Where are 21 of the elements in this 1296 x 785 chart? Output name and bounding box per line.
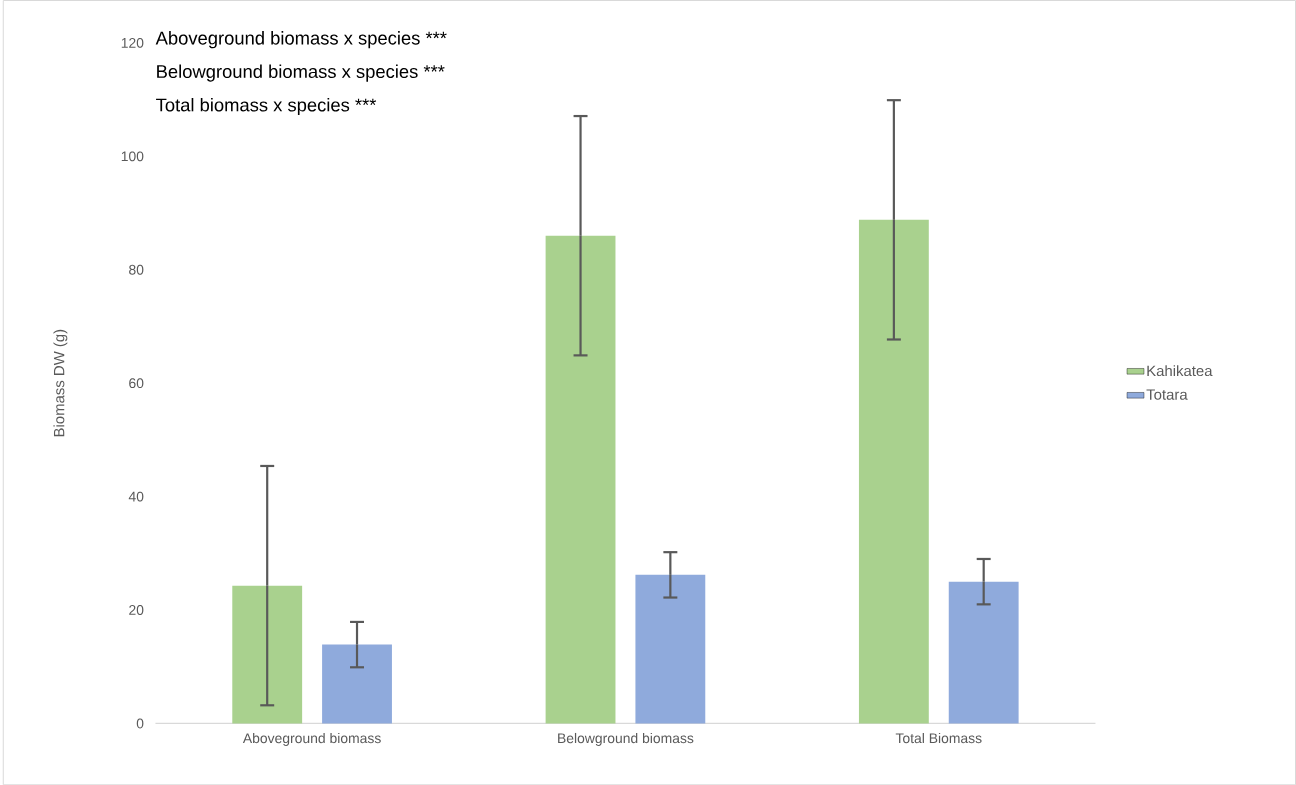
annotation: Belowground biomass x species *** — [157, 64, 445, 82]
bar — [322, 644, 392, 724]
bar — [545, 235, 616, 724]
legend-label: Kahikatea — [1147, 365, 1213, 376]
y-tick-label: 0 — [136, 718, 144, 729]
legend-label: Totara — [1146, 389, 1188, 400]
x-tick-label: Aboveground biomass — [242, 732, 381, 746]
y-tick-label: 100 — [121, 151, 144, 162]
y-tick-label: 40 — [128, 491, 144, 502]
annotation: Total biomass x species *** — [156, 97, 377, 115]
y-tick-label: 60 — [129, 378, 144, 388]
y-axis-title: Biomass DW (g) — [53, 329, 68, 437]
y-tick-label: 80 — [129, 264, 144, 275]
x-tick-label: Total Biomass — [895, 732, 982, 744]
bar — [635, 574, 706, 724]
y-tick-label: 20 — [129, 604, 144, 615]
bar — [858, 219, 929, 724]
x-tick-label: Belowground biomass — [558, 732, 694, 746]
bar — [948, 581, 1019, 724]
y-tick-label: 120 — [121, 37, 144, 48]
annotation: Aboveground biomass x species *** — [155, 30, 447, 49]
